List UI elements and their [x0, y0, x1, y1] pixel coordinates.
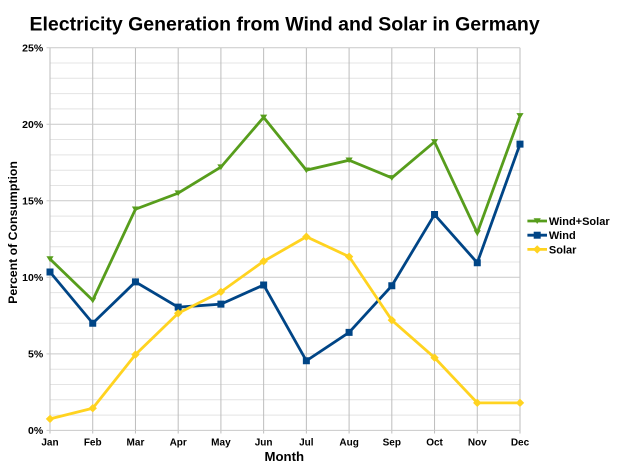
- svg-text:Jun: Jun: [255, 438, 273, 449]
- svg-text:Mar: Mar: [127, 438, 145, 449]
- svg-text:10%: 10%: [22, 272, 44, 284]
- svg-text:Sep: Sep: [383, 438, 401, 449]
- svg-text:15%: 15%: [22, 196, 44, 208]
- svg-text:Solar: Solar: [549, 244, 577, 256]
- svg-text:Oct: Oct: [426, 438, 443, 449]
- svg-text:Jan: Jan: [41, 438, 58, 449]
- svg-text:Jul: Jul: [299, 438, 314, 449]
- svg-text:Wind: Wind: [549, 230, 576, 242]
- svg-text:25%: 25%: [22, 43, 44, 55]
- svg-text:0%: 0%: [28, 425, 44, 437]
- svg-text:Aug: Aug: [339, 438, 358, 449]
- svg-text:20%: 20%: [22, 119, 44, 131]
- svg-text:Nov: Nov: [468, 438, 487, 449]
- svg-text:Percent of Consumption: Percent of Consumption: [6, 161, 20, 304]
- svg-text:Month: Month: [265, 449, 305, 464]
- svg-text:Electricity Generation from Wi: Electricity Generation from Wind and Sol…: [29, 14, 539, 36]
- svg-text:May: May: [211, 438, 231, 449]
- svg-text:Feb: Feb: [84, 438, 102, 449]
- svg-text:Dec: Dec: [511, 438, 530, 449]
- svg-text:Apr: Apr: [170, 438, 187, 449]
- svg-text:5%: 5%: [28, 349, 44, 361]
- svg-text:Wind+Solar: Wind+Solar: [549, 216, 610, 228]
